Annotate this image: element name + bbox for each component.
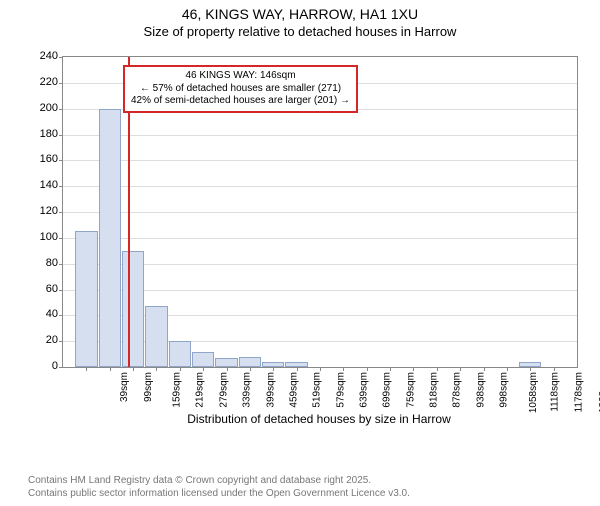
xtick-mark (203, 367, 204, 371)
ytick-mark (59, 83, 63, 84)
xtick-label: 1058sqm (528, 372, 539, 413)
histogram-bar (99, 109, 121, 367)
xtick-label: 459sqm (288, 372, 299, 408)
x-axis-label: Distribution of detached houses by size … (62, 412, 576, 426)
xtick-label: 639sqm (359, 372, 370, 408)
histogram-bar (215, 358, 237, 367)
xtick-label: 998sqm (499, 372, 510, 408)
xtick-mark (273, 367, 274, 371)
xtick-mark (250, 367, 251, 371)
xtick-mark (133, 367, 134, 371)
xtick-label: 339sqm (242, 372, 253, 408)
ytick-label: 160 (22, 153, 58, 165)
annotation-box: 46 KINGS WAY: 146sqm← 57% of detached ho… (123, 65, 358, 113)
xtick-label: 99sqm (143, 372, 154, 402)
ytick-mark (59, 264, 63, 265)
ytick-label: 20 (22, 334, 58, 346)
ytick-label: 200 (22, 102, 58, 114)
xtick-label: 818sqm (429, 372, 440, 408)
footer-line-1: Contains HM Land Registry data © Crown c… (28, 474, 410, 487)
ytick-label: 60 (22, 283, 58, 295)
xtick-mark (484, 367, 485, 371)
ytick-mark (59, 212, 63, 213)
xtick-label: 579sqm (335, 372, 346, 408)
gridline (63, 186, 577, 187)
xtick-mark (367, 367, 368, 371)
xtick-mark (530, 367, 531, 371)
xtick-label: 938sqm (475, 372, 486, 408)
ytick-label: 240 (22, 50, 58, 62)
annotation-line-2: ← 57% of detached houses are smaller (27… (131, 83, 350, 96)
ytick-mark (59, 135, 63, 136)
footer-line-2: Contains public sector information licen… (28, 487, 410, 500)
ytick-mark (59, 367, 63, 368)
gridline (63, 135, 577, 136)
ytick-mark (59, 109, 63, 110)
xtick-mark (343, 367, 344, 371)
ytick-label: 80 (22, 257, 58, 269)
xtick-label: 878sqm (452, 372, 463, 408)
histogram-bar (122, 251, 144, 367)
ytick-label: 180 (22, 128, 58, 140)
gridline (63, 238, 577, 239)
ytick-label: 40 (22, 308, 58, 320)
ytick-label: 120 (22, 205, 58, 217)
ytick-mark (59, 341, 63, 342)
xtick-mark (507, 367, 508, 371)
xtick-mark (227, 367, 228, 371)
ytick-mark (59, 160, 63, 161)
xtick-label: 1118sqm (550, 372, 561, 412)
title-main: 46, KINGS WAY, HARROW, HA1 1XU (0, 6, 600, 22)
plot-area: 46 KINGS WAY: 146sqm← 57% of detached ho… (62, 56, 578, 368)
xtick-label: 219sqm (195, 372, 206, 408)
ytick-mark (59, 186, 63, 187)
xtick-label: 279sqm (218, 372, 229, 408)
ytick-label: 140 (22, 179, 58, 191)
xtick-mark (110, 367, 111, 371)
ytick-label: 220 (22, 76, 58, 88)
xtick-mark (554, 367, 555, 371)
xtick-label: 1178sqm (574, 372, 585, 412)
histogram-bar (169, 341, 191, 367)
ytick-mark (59, 290, 63, 291)
histogram-bar (75, 231, 97, 367)
histogram-bar (192, 352, 214, 368)
footer: Contains HM Land Registry data © Crown c… (28, 474, 410, 500)
chart: Number of detached properties 46 KINGS W… (0, 50, 600, 430)
xtick-mark (180, 367, 181, 371)
xtick-label: 759sqm (405, 372, 416, 408)
title-sub: Size of property relative to detached ho… (0, 24, 600, 39)
xtick-mark (460, 367, 461, 371)
xtick-mark (413, 367, 414, 371)
ytick-label: 0 (22, 360, 58, 372)
ytick-mark (59, 57, 63, 58)
gridline (63, 160, 577, 161)
xtick-label: 39sqm (119, 372, 130, 402)
xtick-mark (86, 367, 87, 371)
xtick-label: 519sqm (312, 372, 323, 408)
ytick-mark (59, 315, 63, 316)
xtick-mark (297, 367, 298, 371)
xtick-label: 399sqm (265, 372, 276, 408)
xtick-mark (437, 367, 438, 371)
xtick-mark (156, 367, 157, 371)
ytick-label: 100 (22, 231, 58, 243)
ytick-mark (59, 238, 63, 239)
xtick-mark (390, 367, 391, 371)
gridline (63, 212, 577, 213)
xtick-label: 699sqm (382, 372, 393, 408)
xtick-mark (320, 367, 321, 371)
histogram-bar (239, 357, 261, 367)
xtick-label: 159sqm (172, 372, 183, 408)
histogram-bar (145, 306, 167, 367)
annotation-line-3: 42% of semi-detached houses are larger (… (131, 95, 350, 108)
annotation-line-1: 46 KINGS WAY: 146sqm (131, 70, 350, 83)
